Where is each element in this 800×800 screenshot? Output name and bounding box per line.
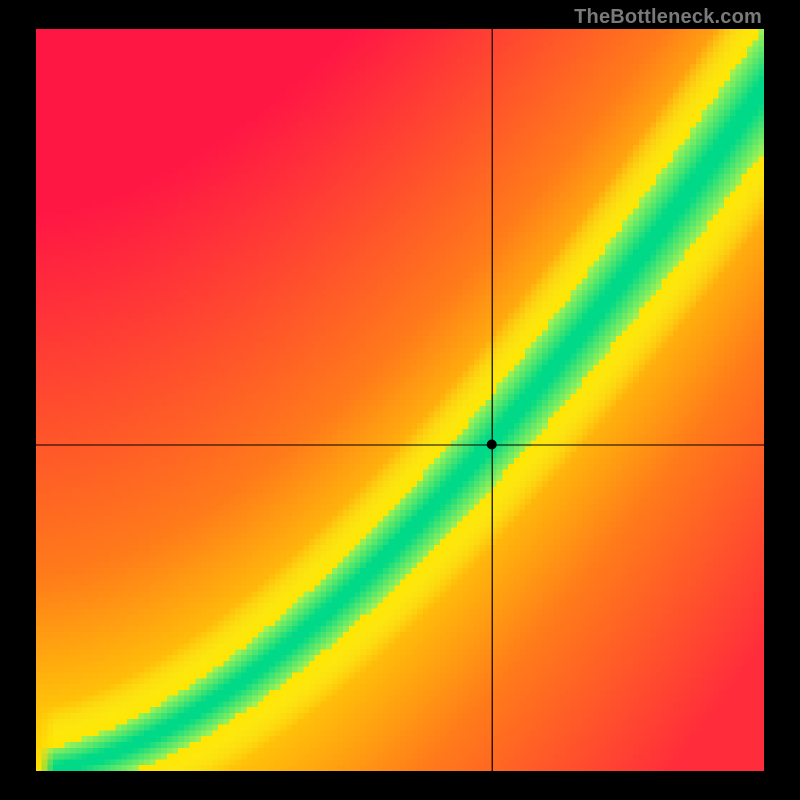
- watermark-text: TheBottleneck.com: [574, 6, 762, 29]
- crosshair-overlay: [0, 0, 800, 800]
- chart-container: { "watermark": "TheBottleneck.com", "can…: [0, 0, 800, 800]
